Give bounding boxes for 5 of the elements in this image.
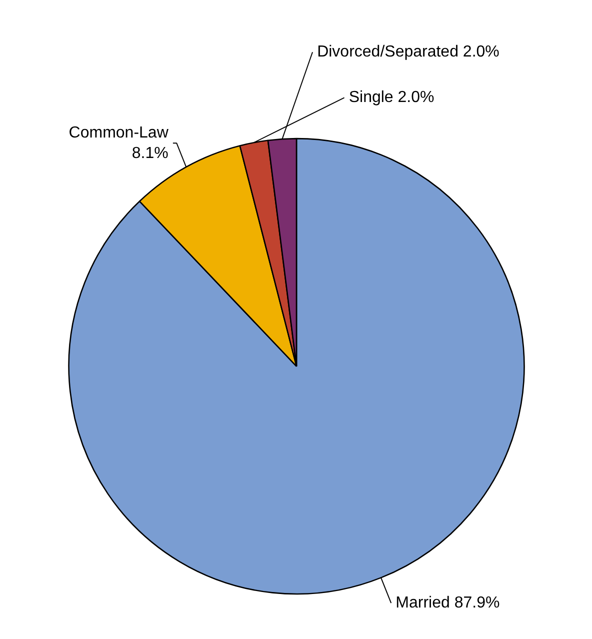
slice-label: Single 2.0% <box>348 89 434 106</box>
slice-label: Divorced/Separated 2.0% <box>317 44 500 61</box>
slice-label: Common-Law <box>68 124 169 142</box>
data-label: 8.1% <box>132 144 168 162</box>
slice-label: Married 87.9% <box>396 594 500 612</box>
